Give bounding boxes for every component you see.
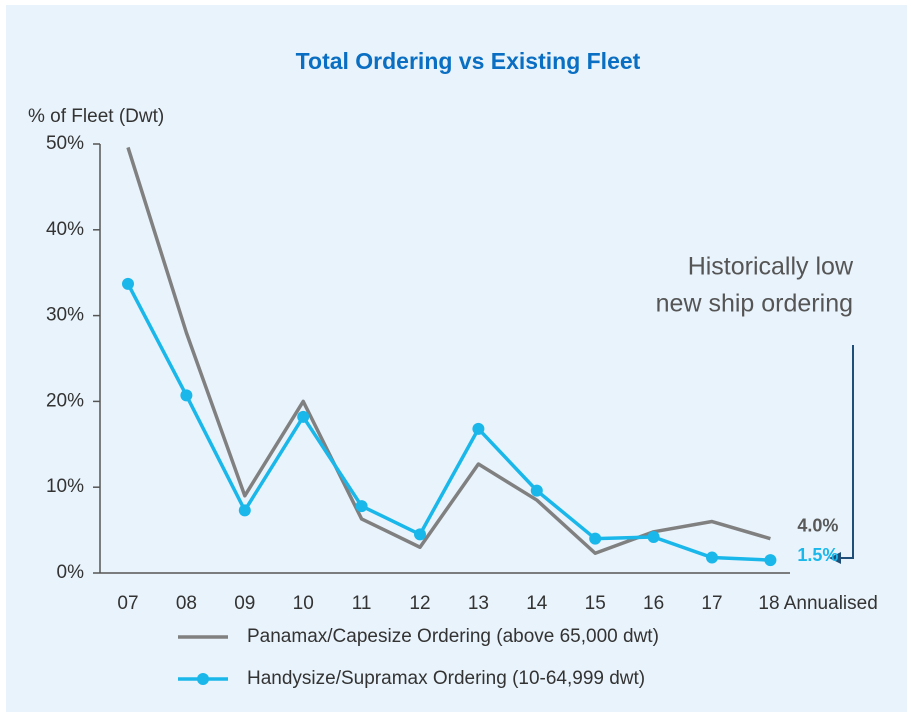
x-tick-label: 14 bbox=[526, 593, 548, 614]
x-tick-label: 08 bbox=[176, 593, 197, 614]
x-tick-label: 07 bbox=[117, 593, 138, 614]
arrow-head bbox=[829, 552, 841, 564]
panel bbox=[6, 5, 907, 712]
data-point bbox=[530, 484, 543, 497]
legend-label: Panamax/Capesize Ordering (above 65,000 … bbox=[247, 626, 659, 647]
data-point bbox=[414, 528, 426, 541]
y-axis-label: % of Fleet (Dwt) bbox=[28, 106, 164, 127]
data-point bbox=[472, 422, 485, 435]
y-tick-label: 0% bbox=[57, 562, 85, 583]
annotation: Historically low bbox=[688, 253, 854, 281]
data-label: 4.0% bbox=[797, 515, 838, 535]
series-line bbox=[126, 146, 771, 556]
data-point bbox=[764, 554, 777, 567]
x-tick-label: 17 bbox=[701, 593, 722, 614]
annotation-arrow bbox=[840, 345, 854, 559]
x-tick-label: 15 bbox=[585, 593, 606, 614]
series-line bbox=[126, 283, 771, 562]
data-point bbox=[297, 410, 310, 423]
data-label: 1.5% bbox=[797, 545, 838, 565]
data-point bbox=[589, 532, 602, 545]
x-tick-label: 11 bbox=[352, 593, 372, 614]
legend-marker bbox=[197, 673, 209, 685]
legend-label: Handysize/Supramax Ordering (10-64,999 d… bbox=[247, 668, 645, 689]
x-tick-label: 16 bbox=[643, 593, 664, 614]
x-tick-label: 12 bbox=[409, 593, 430, 614]
x-tick-label: 10 bbox=[293, 593, 314, 614]
y-tick-label: 40% bbox=[46, 219, 84, 240]
y-tick-label: 20% bbox=[46, 390, 84, 411]
data-point bbox=[122, 277, 134, 290]
chart-title: Total Ordering vs Existing Fleet bbox=[296, 48, 641, 74]
annotation: new ship ordering bbox=[656, 290, 853, 318]
y-tick-label: 10% bbox=[46, 476, 84, 497]
data-point bbox=[647, 530, 660, 543]
y-tick-label: 30% bbox=[46, 305, 84, 326]
y-tick-label: 50% bbox=[46, 133, 84, 154]
x-tick-label: 18 Annualised bbox=[758, 593, 877, 614]
x-tick-label: 09 bbox=[234, 593, 255, 614]
x-tick-label: 13 bbox=[468, 593, 489, 614]
data-point bbox=[238, 504, 251, 517]
data-point bbox=[706, 551, 718, 564]
data-point bbox=[355, 500, 368, 513]
data-point bbox=[180, 389, 193, 402]
